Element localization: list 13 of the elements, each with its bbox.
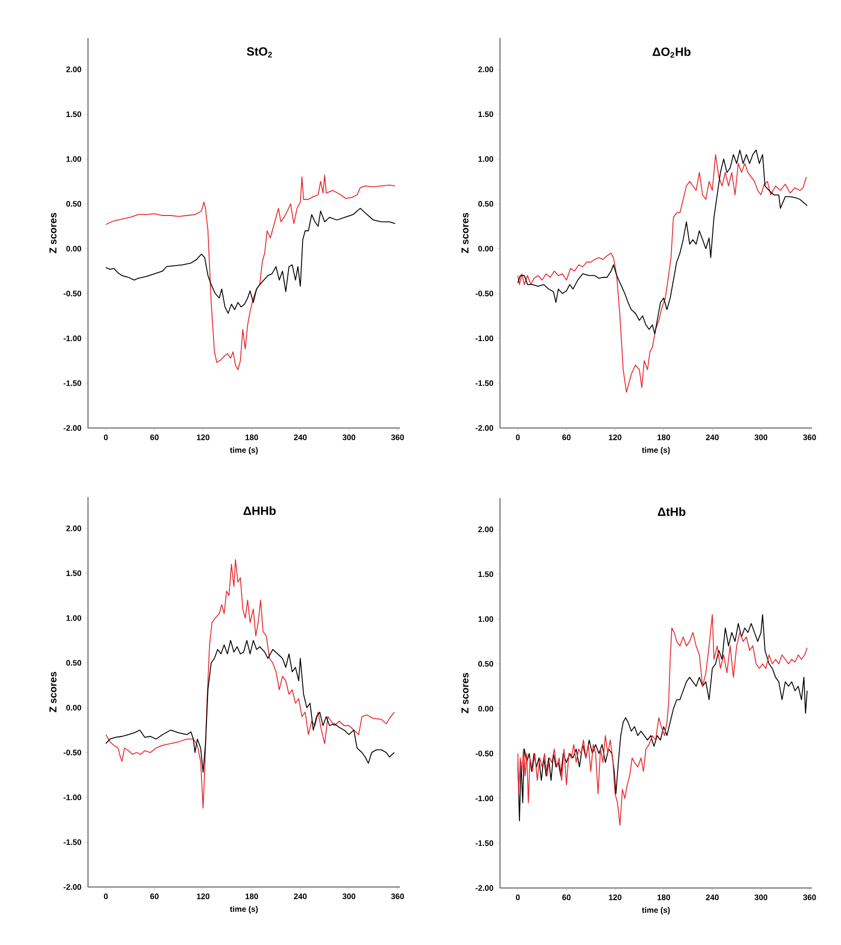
- text: ΔHHb: [244, 506, 276, 516]
- text: ΔtHb: [658, 507, 686, 516]
- line-series: [105, 208, 396, 314]
- y-axis-title: Z scores: [50, 672, 56, 712]
- line-series: [105, 559, 395, 809]
- y-axis-title: Z scores: [462, 672, 468, 714]
- text: ΔO$_{2}$Hb: [652, 47, 690, 58]
- y-axis-title: Z scores: [50, 212, 56, 254]
- text: StO$_{2}$: [246, 47, 272, 58]
- line-series: [517, 154, 807, 393]
- y-axis-title: Z scores: [462, 212, 468, 254]
- line-series: [105, 640, 395, 773]
- line-series: [105, 174, 396, 370]
